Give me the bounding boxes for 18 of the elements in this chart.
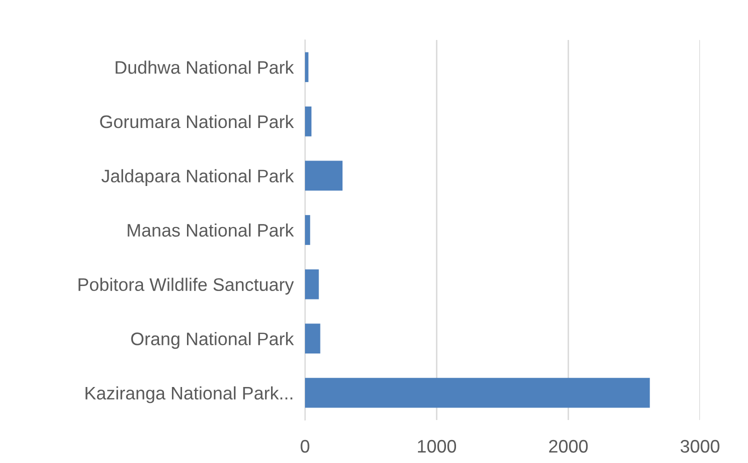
- bar: [305, 52, 308, 82]
- bar: [305, 215, 310, 245]
- y-tick-label: Manas National Park: [128, 223, 294, 237]
- y-tick-label: Kaziranga National Park...: [86, 386, 292, 404]
- y-tick-label: Jaldapara National Park: [101, 169, 294, 186]
- y-tick-label: Dudhwa National Park: [116, 60, 294, 74]
- x-tick-label: 0: [300, 440, 310, 453]
- bar: [305, 160, 343, 191]
- x-tick-label: 3000: [680, 440, 720, 453]
- x-tick-label: 1000: [418, 440, 456, 453]
- bar: [305, 106, 312, 136]
- y-tick-label: Pobitora Wildlife Sanctuary: [78, 278, 294, 295]
- bar: [305, 324, 320, 354]
- y-tick-label: Orang National Park: [131, 332, 294, 349]
- bar: [305, 378, 650, 408]
- y-tick-label: Gorumara National Park: [100, 114, 294, 128]
- x-tick-label: 2000: [549, 440, 588, 453]
- bar: [305, 269, 319, 300]
